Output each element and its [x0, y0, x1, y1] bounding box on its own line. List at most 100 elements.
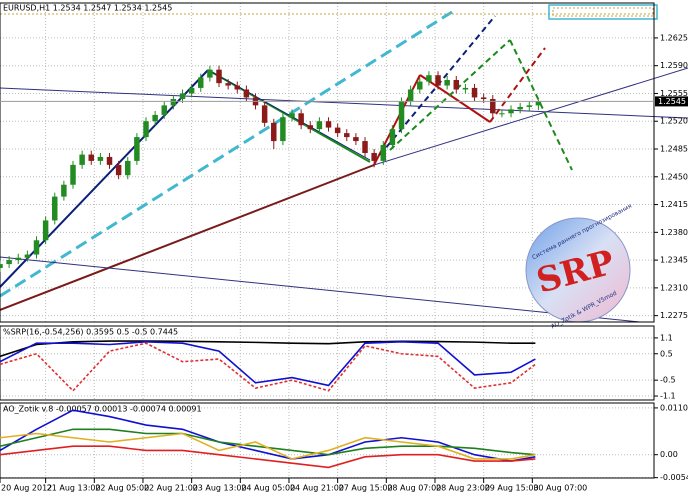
y-tick-label: 1.2310: [660, 283, 688, 292]
x-tick-label: 20 Aug 2012: [1, 484, 52, 493]
candle-body: [70, 164, 76, 185]
x-tick-label: 29 Aug 15:00: [485, 484, 539, 493]
candle-body: [444, 79, 450, 86]
price-label: 1.2545: [658, 97, 686, 106]
y-tick-label: 1.2450: [660, 172, 688, 181]
x-tick-label: 21 Aug 13:00: [47, 484, 101, 493]
y-tick-label: 1.2625: [660, 33, 688, 42]
x-tick-label: 22 Aug 05:00: [95, 484, 149, 493]
main-title: EURUSD,H1 1.2534 1.2547 1.2534 1.2545: [3, 4, 172, 13]
y-tick-label: 1.2380: [660, 228, 688, 237]
candle-body: [490, 99, 496, 114]
candle-body: [198, 77, 204, 88]
y-tick-label: -1.1: [660, 392, 676, 401]
candle-body: [526, 105, 533, 107]
candle-body: [271, 122, 277, 142]
candle-body: [499, 113, 505, 115]
candle-body: [106, 156, 113, 165]
candle-body: [24, 254, 31, 258]
candle-body: [97, 156, 104, 161]
series-line: [0, 409, 536, 462]
candle-body: [179, 93, 186, 100]
candle-body: [115, 164, 122, 176]
candle-body: [243, 89, 250, 98]
candle-body: [325, 121, 332, 128]
y-tick-label: 1.2555: [660, 89, 688, 98]
series-line: [0, 428, 536, 456]
x-tick-label: 24 Aug 21:00: [290, 484, 344, 493]
candle-body: [134, 137, 140, 161]
candle-body: [79, 154, 85, 165]
y-tick-label: 1.2275: [660, 311, 688, 320]
candle-body: [15, 257, 21, 261]
candle-body: [6, 260, 12, 265]
candle-body: [316, 121, 323, 130]
candle-body: [417, 81, 423, 90]
candle-body: [517, 106, 523, 110]
candle-body: [435, 75, 441, 86]
x-tick-label: 30 Aug 07:00: [533, 484, 587, 493]
ao-title: AO_Zotik v.8 -0.00057 0.00013 -0.00074 0…: [3, 405, 202, 414]
srp-title: %SRP(16,-0.54,256) 0.3595 0.5 -0.5 0.744…: [3, 328, 178, 337]
y-tick-label: -0.00542: [660, 473, 688, 482]
candle-body: [344, 133, 350, 138]
y-tick-label: 1.2415: [660, 200, 688, 209]
x-tick-label: 28 Aug 23:00: [436, 484, 490, 493]
panel-frame: [0, 402, 655, 479]
candle-body: [462, 87, 469, 90]
candle-body: [407, 89, 414, 102]
series-line: [0, 342, 536, 392]
x-tick-label: 28 Aug 07:00: [387, 484, 441, 493]
candle-body: [52, 196, 58, 221]
candle-body: [298, 113, 304, 126]
candle-body: [307, 125, 314, 130]
y-tick-label: 1.1: [660, 333, 673, 342]
candle-body: [125, 160, 131, 176]
candle-body: [143, 121, 149, 138]
y-tick-label: 1.2520: [660, 117, 688, 126]
y-tick-label: 1.2590: [660, 61, 688, 70]
candle-body: [161, 105, 167, 115]
candle-body: [280, 117, 286, 142]
candle-body: [471, 87, 478, 98]
candle-body: [380, 145, 387, 161]
y-tick-label: 1.2485: [660, 145, 688, 154]
y-tick-label: 1.2345: [660, 256, 688, 265]
candle-body: [61, 184, 67, 197]
series-line: [0, 432, 536, 460]
candle-body: [152, 114, 158, 122]
series-line: [0, 445, 536, 469]
candle-body: [88, 154, 94, 161]
panel-frame: [0, 325, 655, 401]
candle-body: [371, 152, 377, 161]
candle-body: [170, 99, 177, 106]
candle-body: [216, 69, 222, 84]
candle-body: [289, 113, 295, 118]
candle-body: [362, 141, 368, 153]
candle-body: [261, 105, 268, 123]
candle-body: [389, 129, 396, 146]
candle-body: [234, 85, 241, 90]
y-tick-label: 0.00: [660, 450, 678, 459]
candle-body: [225, 83, 231, 86]
candle-body: [480, 97, 487, 100]
x-tick-label: 23 Aug 13:00: [193, 484, 247, 493]
candle-body: [33, 240, 40, 255]
x-tick-label: 24 Aug 05:00: [241, 484, 295, 493]
x-tick-label: 22 Aug 21:00: [144, 484, 198, 493]
candle-body: [207, 69, 213, 78]
series-line: [0, 340, 536, 358]
y-tick-label: -0.5: [660, 376, 676, 385]
candle-body: [353, 137, 359, 142]
panel-frame: [0, 2, 655, 323]
series-line: [0, 341, 536, 387]
y-tick-label: 0.01104: [660, 403, 688, 412]
candle-body: [334, 127, 341, 134]
y-tick-label: 0.5: [660, 349, 673, 358]
candle-body: [42, 220, 49, 241]
x-tick-label: 27 Aug 15:00: [339, 484, 393, 493]
candle-body: [453, 79, 460, 90]
candle-body: [426, 75, 432, 82]
candle-body: [535, 101, 542, 106]
